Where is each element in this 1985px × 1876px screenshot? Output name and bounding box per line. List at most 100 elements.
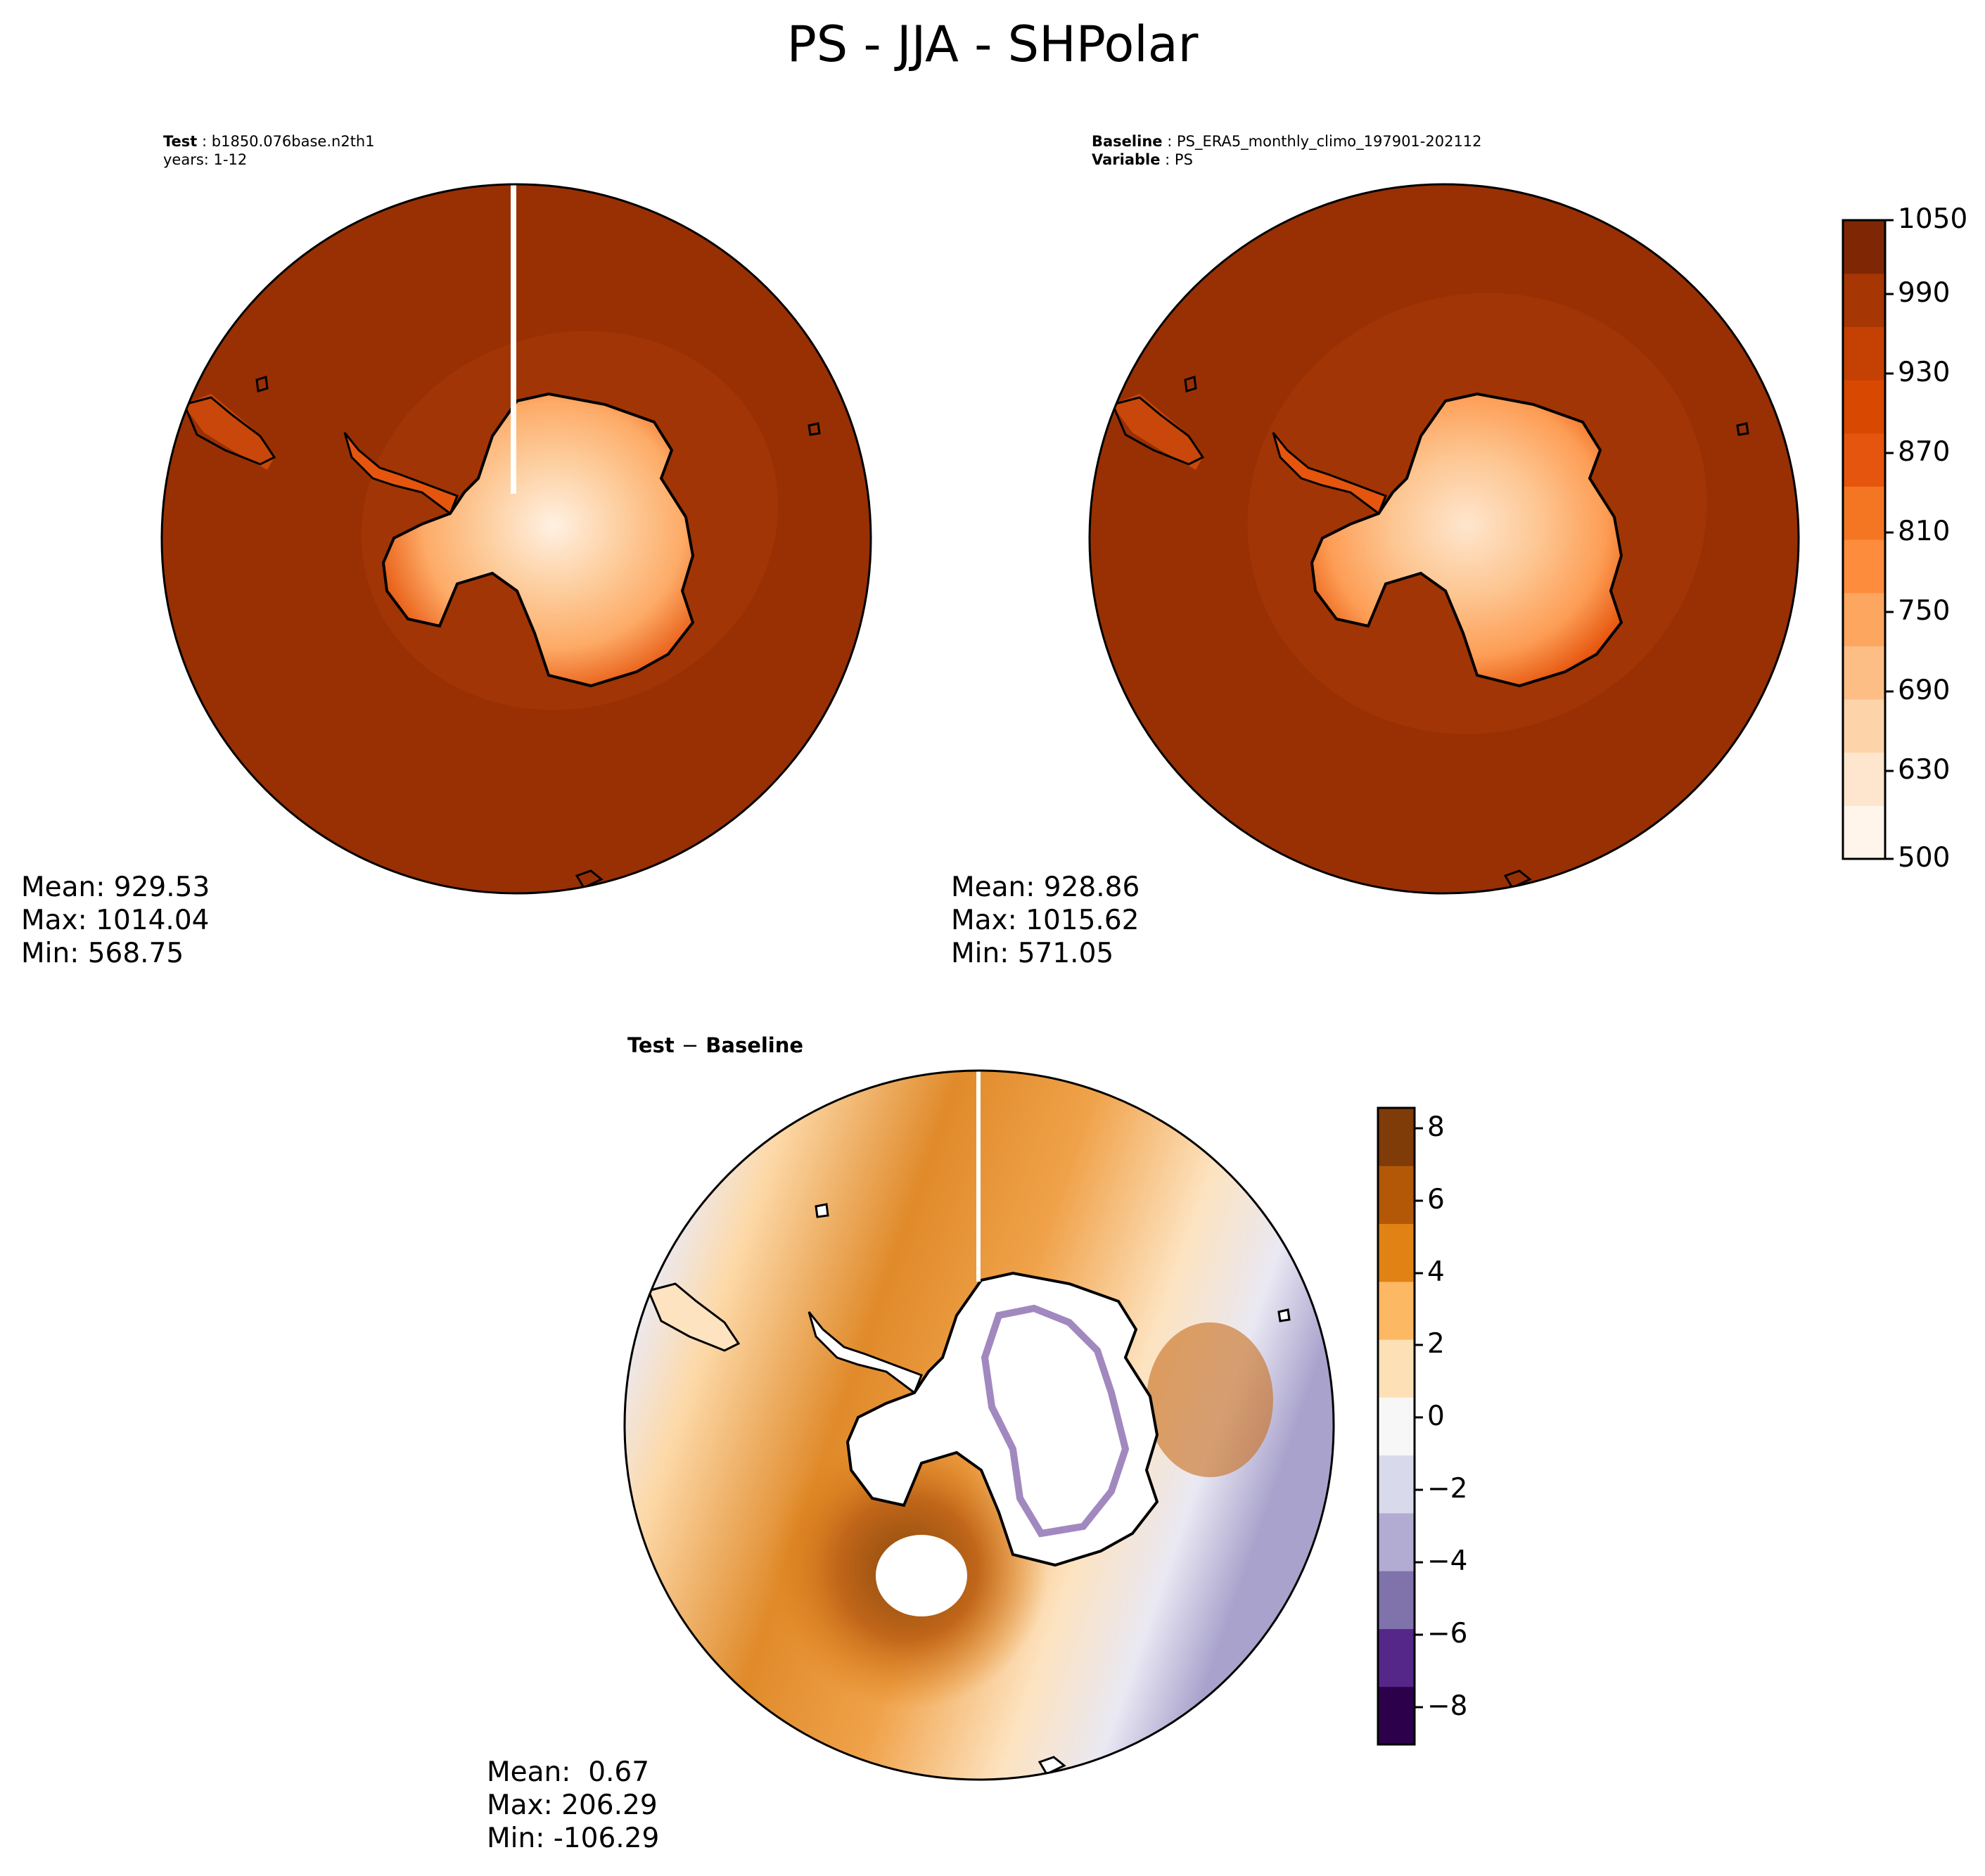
test-map-island-3 (575, 869, 604, 889)
colorbar-segment (1378, 1108, 1415, 1166)
baseline-stat-mean: Mean: 928.86 (951, 872, 1140, 903)
baseline-header: Baseline : PS_ERA5_monthly_climo_197901-… (1092, 133, 1482, 168)
colorbar-segment (1378, 1223, 1415, 1282)
colorbar-segment (1843, 326, 1885, 381)
test-map-island-2 (808, 422, 821, 436)
baseline-map-island-3 (1503, 869, 1532, 889)
colorbar-segment (1378, 1339, 1415, 1398)
test-map-seam (511, 184, 516, 494)
baseline-map-island-1 (1184, 376, 1197, 393)
diff-cb-tick: −2 (1427, 1473, 1468, 1505)
diff-map-white-blob (876, 1535, 967, 1616)
colorbar-segment (1378, 1455, 1415, 1514)
diff-cb-tick: −6 (1427, 1618, 1468, 1650)
baseline-map (1088, 183, 1800, 895)
diff-map-border (623, 1069, 1335, 1781)
diff-cb-tick: 6 (1427, 1184, 1445, 1215)
diff-title-baseline: Baseline (706, 1033, 804, 1057)
main-cb-tick: 750 (1898, 595, 1951, 627)
diff-title-op: − (681, 1033, 699, 1057)
baseline-map-samerica (1111, 396, 1205, 466)
colorbar-segment (1843, 433, 1885, 487)
diff-stat-max: Max: 206.29 (487, 1789, 658, 1821)
main-cb-tick: 990 (1898, 277, 1951, 309)
test-map-samerica (182, 396, 276, 466)
diff-stat-min: Min: -106.29 (487, 1823, 660, 1854)
colorbar-segment (1843, 486, 1885, 540)
test-header: Test : b1850.076base.n2th1 years: 1-12 (163, 133, 375, 168)
diff-map-ap (808, 1311, 923, 1395)
baseline-variable-label: Variable (1092, 151, 1161, 168)
baseline-variable-value: PS (1174, 151, 1193, 168)
diff-cb-tick: 8 (1427, 1111, 1445, 1143)
main-cb-tick: 930 (1898, 357, 1951, 388)
diff-map-island-2 (1277, 1308, 1291, 1322)
colorbar-segment (1378, 1571, 1415, 1629)
colorbar-segment (1843, 805, 1885, 860)
diff-stat-mean: Mean: 0.67 (487, 1756, 650, 1788)
baseline-map-island-2 (1736, 422, 1749, 436)
test-map-ap (343, 432, 459, 516)
baseline-map-ap (1272, 432, 1387, 516)
colorbar-segment (1843, 380, 1885, 434)
colorbar-segment (1843, 592, 1885, 646)
baseline-stat-min: Min: 571.05 (951, 938, 1114, 969)
test-map-antarctica (381, 392, 695, 688)
baseline-stat-max: Max: 1015.62 (951, 905, 1140, 936)
diff-map (623, 1069, 1335, 1781)
diff-map-island-3 (1038, 1756, 1066, 1775)
baseline-header-value: PS_ERA5_monthly_climo_197901-202112 (1176, 133, 1482, 150)
test-map-border (160, 183, 872, 895)
diff-cb-tick: −4 (1427, 1545, 1468, 1577)
main-cb-tick: 630 (1898, 754, 1951, 786)
diff-title-test: Test (627, 1033, 675, 1057)
main-cb-tick: 870 (1898, 436, 1951, 468)
baseline-map-antarctica (1310, 392, 1623, 688)
colorbar-segment (1378, 1281, 1415, 1340)
test-map-peninsula-shade (183, 394, 274, 470)
diff-cb-tick: 4 (1427, 1256, 1445, 1288)
test-stat-mean: Mean: 929.53 (21, 872, 210, 903)
test-header-value: b1850.076base.n2th1 (211, 133, 375, 150)
test-stats: Mean: 929.53 Max: 1014.04 Min: 568.75 (21, 871, 210, 970)
diff-cb-tick: 0 (1427, 1400, 1445, 1432)
test-years: years: 1-12 (163, 151, 248, 168)
diff-cb-tick: 2 (1427, 1328, 1445, 1360)
colorbar-segment (1378, 1512, 1415, 1571)
colorbar-segment (1843, 699, 1885, 753)
main-cb-tick: 810 (1898, 516, 1951, 547)
baseline-stats: Mean: 928.86 Max: 1015.62 Min: 571.05 (951, 871, 1140, 970)
diff-colorbar (1377, 1106, 1423, 1746)
main-cb-tick: 500 (1898, 842, 1951, 874)
diff-map-seam (976, 1071, 981, 1282)
test-map-island-1 (255, 376, 269, 393)
colorbar-segment (1843, 220, 1885, 274)
main-cb-tick: 690 (1898, 675, 1951, 706)
baseline-map-peninsula-shade (1111, 394, 1203, 470)
diff-map-antarctica (845, 1271, 1159, 1567)
diff-title: Test − Baseline (627, 1033, 803, 1057)
colorbar-segment (1378, 1397, 1415, 1456)
colorbar-frame (1842, 219, 1887, 860)
main-colorbar (1842, 219, 1894, 860)
baseline-map-border (1088, 183, 1800, 895)
colorbar-frame (1377, 1106, 1416, 1746)
test-header-label: Test (163, 133, 198, 150)
diff-stats: Mean: 0.67 Max: 206.29 Min: -106.29 (487, 1756, 659, 1855)
diff-map-island-1 (815, 1203, 829, 1218)
figure-title: PS - JJA - SHPolar (786, 15, 1199, 73)
main-cb-tick: 1050 (1898, 203, 1968, 235)
diff-cb-tick: −8 (1427, 1690, 1468, 1722)
colorbar-segment (1843, 540, 1885, 594)
colorbar-segment (1378, 1628, 1415, 1687)
colorbar-segment (1843, 273, 1885, 327)
baseline-header-label: Baseline (1092, 133, 1163, 150)
diff-map-antarctica-purple (981, 1304, 1130, 1538)
colorbar-segment (1378, 1166, 1415, 1225)
test-map (160, 183, 872, 895)
colorbar-segment (1378, 1686, 1415, 1745)
colorbar-segment (1843, 646, 1885, 700)
colorbar-segment (1843, 752, 1885, 806)
test-stat-max: Max: 1014.04 (21, 905, 210, 936)
